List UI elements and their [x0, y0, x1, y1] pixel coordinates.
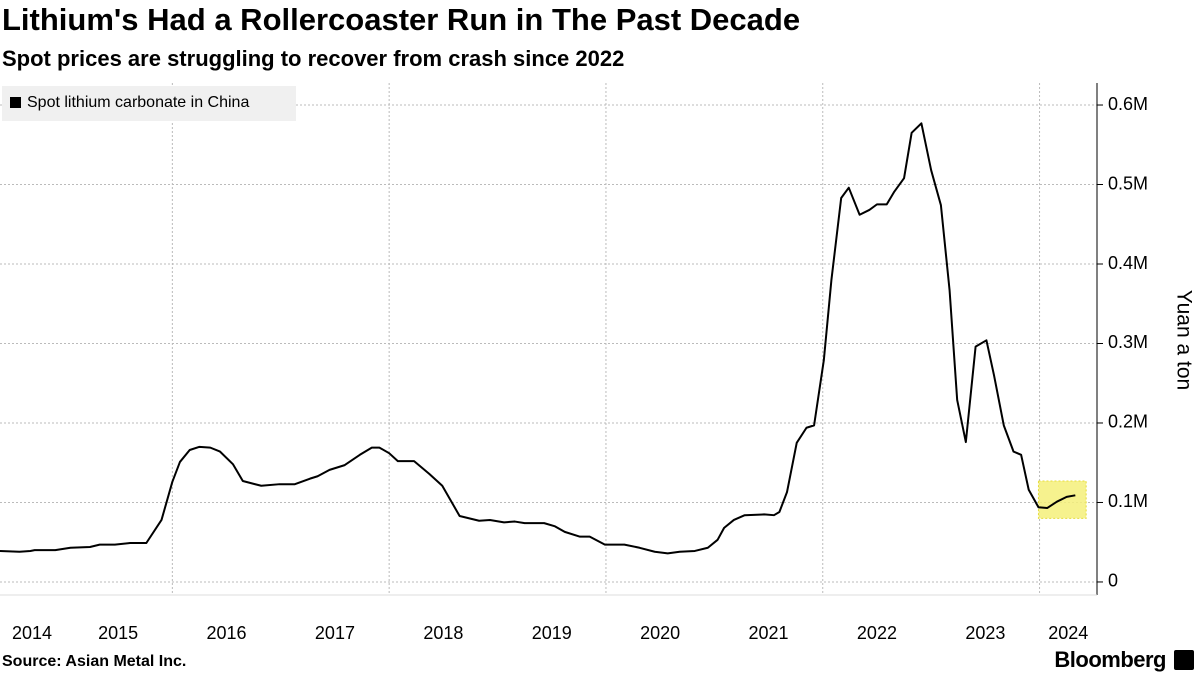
x-tick-label: 2016	[207, 623, 247, 643]
legend-label: Spot lithium carbonate in China	[27, 94, 249, 111]
y-tick-label: 0.1M	[1108, 491, 1148, 511]
x-tick-label: 2024	[1048, 623, 1088, 643]
brand-icon	[1174, 650, 1194, 670]
x-tick-label: 2015	[98, 623, 138, 643]
x-tick-label: 2021	[749, 623, 789, 643]
x-tick-label: 2020	[640, 623, 680, 643]
data-line	[0, 122, 1076, 555]
y-tick-label: 0.3M	[1108, 332, 1148, 352]
y-tick-label: 0.2M	[1108, 412, 1148, 432]
y-tick-label: 0.6M	[1108, 94, 1148, 114]
x-tick-label: 2023	[965, 623, 1005, 643]
x-tick-label: 2019	[532, 623, 572, 643]
legend-swatch	[10, 97, 21, 108]
brand: Bloomberg	[1054, 647, 1166, 672]
y-tick-label: 0.4M	[1108, 253, 1148, 273]
chart-subtitle: Spot prices are struggling to recover fr…	[2, 46, 624, 71]
source: Source: Asian Metal Inc.	[2, 653, 186, 670]
y-tick-label: 0.5M	[1108, 173, 1148, 193]
legend-box	[2, 86, 296, 121]
y-axis-label: Yuan a ton	[1172, 290, 1195, 390]
x-tick-label: 2017	[315, 623, 355, 643]
y-tick-label: 0	[1108, 571, 1118, 591]
x-tick-label: 2022	[857, 623, 897, 643]
chart-title: Lithium's Had a Rollercoaster Run in The…	[2, 2, 800, 37]
x-tick-label: 2014	[12, 623, 52, 643]
x-tick-label: 2018	[423, 623, 463, 643]
